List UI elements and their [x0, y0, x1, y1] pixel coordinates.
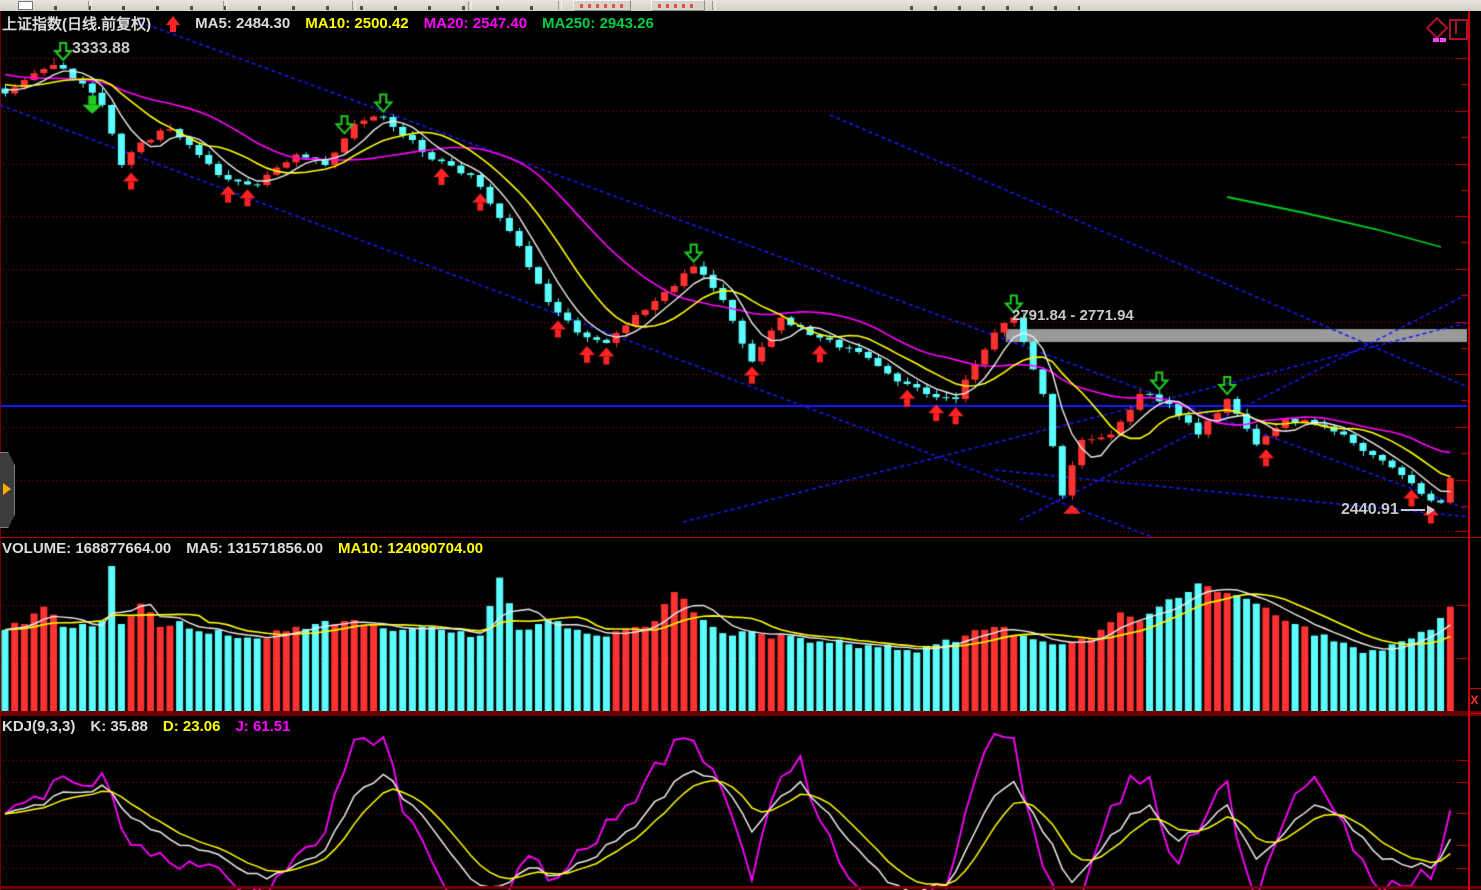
instrument-title: 上证指数(日线.前复权): [2, 16, 152, 33]
menu-separator: [468, 1, 472, 10]
window-layout-icon[interactable]: [1449, 19, 1468, 40]
buy-signal-icon: [166, 15, 181, 32]
gap-range-label: 2791.84 - 2771.94: [1012, 307, 1134, 324]
pointer-arrow-icon: [1426, 505, 1435, 515]
kdj-chart-canvas[interactable]: [0, 716, 1481, 890]
menu-separator: [558, 1, 562, 10]
marker-dot: [1433, 38, 1439, 42]
low-price-label: 2440.91: [1341, 501, 1435, 519]
volume-value-label: VOLUME: 168877664.00: [2, 540, 172, 557]
kdj-k-label: K: 35.88: [90, 718, 148, 735]
pane-separator: [0, 711, 1481, 716]
kdj-params-label: KDJ(9,3,3): [2, 718, 76, 735]
kdj-d-label: D: 23.06: [162, 718, 221, 735]
menu-button[interactable]: [651, 0, 705, 11]
menu-button[interactable]: [573, 0, 631, 11]
volume-chart-canvas[interactable]: [0, 538, 1481, 711]
menu-separator: [352, 1, 356, 10]
ma20-label: MA20: 2547.40: [423, 15, 528, 32]
volume-header: VOLUME: 168877664.00 MA5: 131571856.00 M…: [2, 540, 483, 557]
price-chart-canvas[interactable]: [0, 11, 1481, 538]
menu-text-clipped: [40, 6, 540, 10]
volume-pane: VOLUME: 168877664.00 MA5: 131571856.00 M…: [0, 538, 1481, 711]
volume-ma10-label: MA10: 124090704.00: [338, 540, 484, 557]
kdj-header: KDJ(9,3,3) K: 35.88 D: 23.06 J: 61.51: [2, 718, 291, 735]
chart-left-border: [0, 11, 1, 890]
expand-arrow-icon: [3, 483, 11, 495]
kdj-j-label: J: 61.51: [235, 718, 291, 735]
menu-separator: [88, 1, 92, 10]
ma250-label: MA250: 2943.26: [542, 15, 654, 32]
price-pane: 上证指数(日线.前复权) MA5: 2484.30 MA10: 2500.42 …: [0, 11, 1481, 538]
price-axis: [1468, 11, 1470, 890]
menu-icon: [18, 1, 33, 10]
pointer-line: [1400, 509, 1425, 511]
volume-ma5-label: MA5: 131571856.00: [186, 540, 324, 557]
kdj-pane: KDJ(9,3,3) K: 35.88 D: 23.06 J: 61.51: [0, 716, 1481, 890]
sidebar-expand-tab[interactable]: [0, 452, 15, 528]
menu-separator: [712, 1, 716, 10]
close-indicator-pane-button[interactable]: X: [1468, 688, 1481, 714]
marker-dot: [1440, 38, 1446, 42]
ma10-label: MA10: 2500.42: [305, 15, 409, 32]
low-price-text: 2440.91: [1341, 501, 1399, 518]
price-header: 上证指数(日线.前复权) MA5: 2484.30 MA10: 2500.42 …: [2, 13, 654, 34]
peak-price-label: 3333.88: [72, 40, 130, 57]
menu-text-clipped: [900, 6, 1080, 10]
ma5-label: MA5: 2484.30: [195, 15, 291, 32]
menu-separator: [223, 1, 227, 10]
